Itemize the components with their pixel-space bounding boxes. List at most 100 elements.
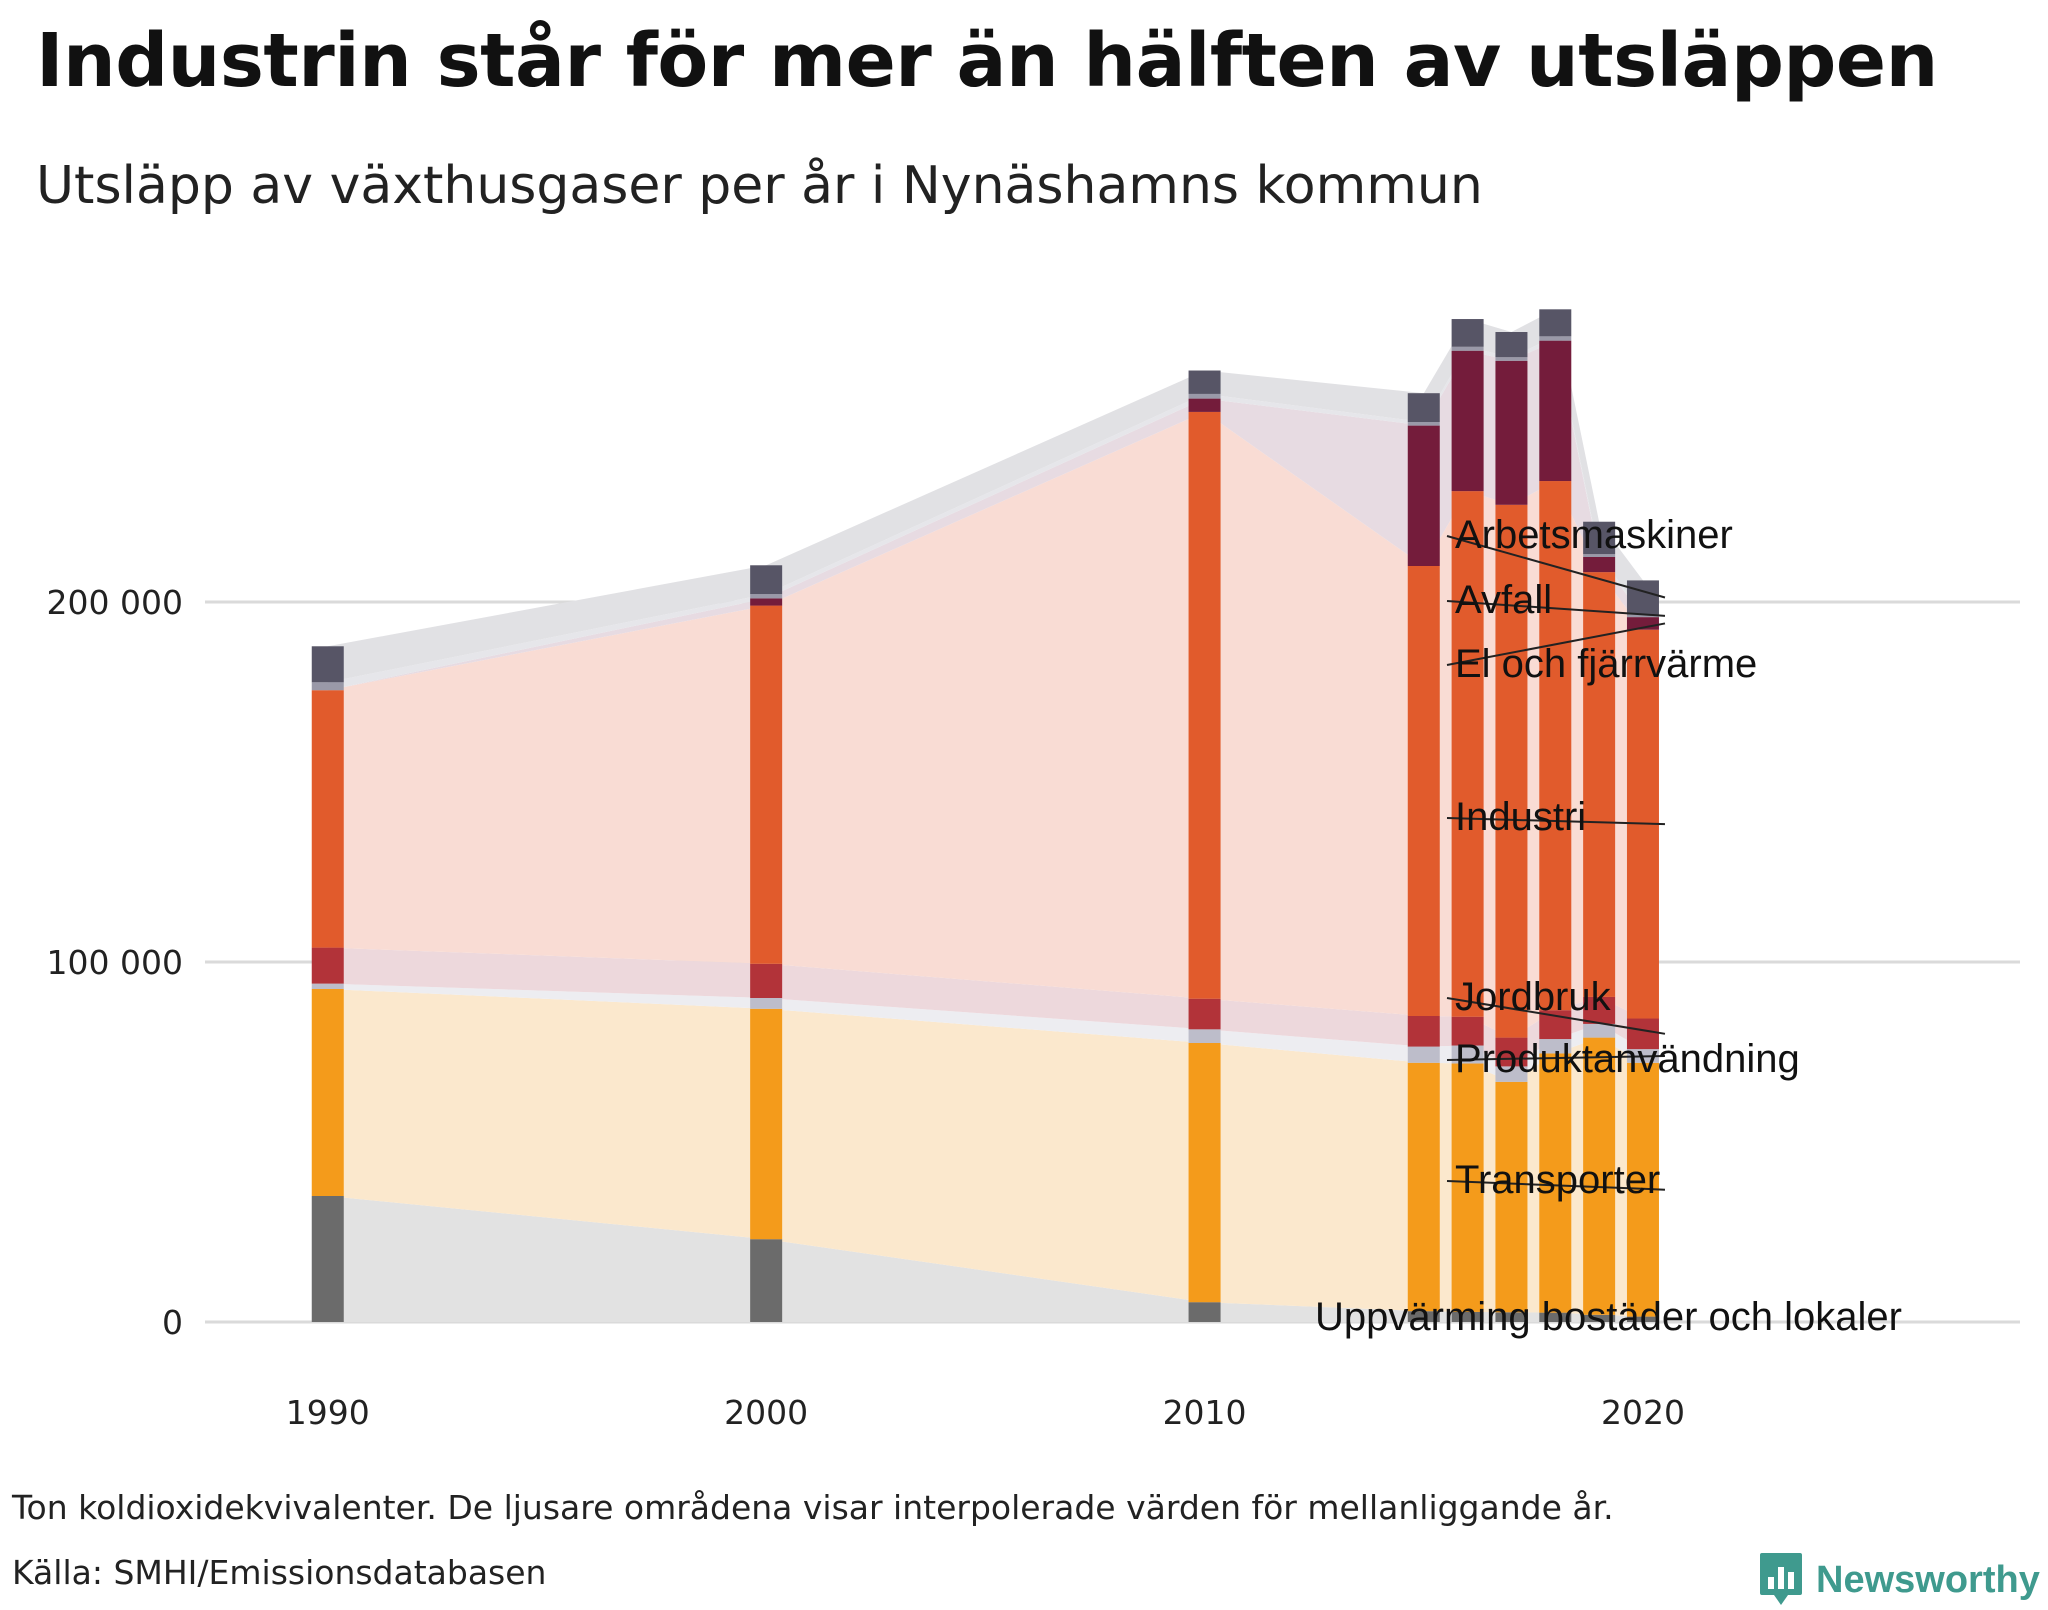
- bar-segment-2018-7: [1539, 309, 1572, 337]
- bar-segment-2020-3: [1626, 1018, 1659, 1050]
- bar-segment-2017-3: [1495, 1037, 1528, 1067]
- chart-title: Industrin står för mer än hälften av uts…: [36, 18, 1938, 104]
- bar-segment-2017-6: [1495, 357, 1528, 361]
- area-uppvärming-bostäder-och-lokaler: [327, 1196, 1643, 1322]
- bar-segment-2019-0: [1583, 1314, 1616, 1322]
- bar-segment-2000-0: [750, 1239, 783, 1322]
- area-jordbruk: [327, 947, 1643, 1067]
- bar-segment-2017-4: [1495, 504, 1528, 1038]
- bar-segment-2018-5: [1539, 340, 1572, 482]
- bar-segment-2016-4: [1451, 491, 1484, 1017]
- bar-segment-2019-6: [1583, 554, 1616, 557]
- bar-segment-2000-2: [750, 998, 783, 1009]
- bar-segment-2016-3: [1451, 1016, 1484, 1046]
- series-label: Uppvärming bostäder och lokaler: [1315, 1295, 1902, 1339]
- bar-segment-2017-7: [1495, 332, 1528, 358]
- leader-line: [1446, 622, 1666, 666]
- bar-segment-2019-7: [1583, 521, 1616, 555]
- series-label: Industri: [1455, 795, 1586, 839]
- interpolation-areas: [327, 309, 1643, 1322]
- bar-segment-2018-2: [1539, 1039, 1572, 1054]
- brand-name: Newsworthy: [1816, 1558, 2040, 1601]
- series-labels: Uppvärming bostäder och lokaler Transport…: [1315, 513, 1902, 1339]
- area-el-och-fjärrvärme: [327, 340, 1643, 691]
- bar-segment-2020-6: [1626, 614, 1659, 618]
- bar-segment-2019-5: [1583, 557, 1616, 573]
- series-label: Avfall: [1455, 578, 1552, 622]
- leader-line: [1446, 1054, 1665, 1061]
- bar-segment-2010-4: [1188, 411, 1221, 999]
- bar-segment-2020-7: [1626, 580, 1659, 615]
- bar-segment-2015-2: [1407, 1046, 1440, 1063]
- bar-segment-2019-4: [1583, 572, 1616, 997]
- x-tick-label: 1990: [286, 1393, 370, 1432]
- bar-segment-2019-2: [1583, 1023, 1616, 1038]
- bar-segment-2010-2: [1188, 1029, 1221, 1043]
- bar-segment-2010-1: [1188, 1043, 1221, 1303]
- bar-segment-2019-1: [1583, 1037, 1616, 1315]
- source-credit: Källa: SMHI/Emissionsdatabasen: [12, 1553, 547, 1592]
- bar-segment-2016-5: [1451, 350, 1484, 492]
- bar-segment-2016-7: [1451, 319, 1484, 347]
- bar-segment-2016-0: [1451, 1311, 1484, 1322]
- bar-segment-2010-0: [1188, 1302, 1221, 1322]
- bar-segment-2000-5: [750, 598, 783, 606]
- bar-segment-2010-5: [1188, 398, 1221, 412]
- bar-segment-2010-6: [1188, 393, 1221, 399]
- y-tick-label: 100 000: [47, 943, 183, 982]
- bar-segment-2015-1: [1407, 1062, 1440, 1312]
- chart-note: Ton koldioxidekvivalenter. De ljusare om…: [12, 1488, 1614, 1527]
- bar-segment-1990-4: [311, 690, 344, 948]
- bar-segment-1990-1: [311, 989, 344, 1196]
- leader-line: [1446, 817, 1665, 826]
- x-tick-label: 2000: [724, 1393, 808, 1432]
- chart-subtitle: Utsläpp av växthusgaser per år i Nynäsha…: [36, 156, 1483, 216]
- bar-segment-1990-0: [311, 1196, 344, 1322]
- leader-line: [1446, 1180, 1666, 1191]
- bar-segment-2010-7: [1188, 370, 1221, 394]
- bar-segment-2018-4: [1539, 481, 1572, 1011]
- series-label: Arbetsmaskiner: [1455, 513, 1733, 557]
- bar-segment-1990-6: [311, 682, 344, 691]
- bar-segment-2018-6: [1539, 336, 1572, 341]
- x-tick-label: 2020: [1601, 1393, 1685, 1432]
- bar-segment-2010-3: [1188, 998, 1221, 1030]
- bar-segment-2018-1: [1539, 1053, 1572, 1313]
- bar-segment-2017-5: [1495, 360, 1528, 505]
- x-tick-label: 2010: [1163, 1393, 1247, 1432]
- bar-segment-2016-1: [1451, 1063, 1484, 1312]
- series-label: Jordbruk: [1455, 975, 1612, 1019]
- bar-segment-2015-5: [1407, 425, 1440, 566]
- series-label: El och fjärrvärme: [1455, 642, 1757, 686]
- bar-segment-2017-0: [1495, 1312, 1528, 1322]
- leader-line: [1446, 997, 1666, 1035]
- bar-segment-2018-0: [1539, 1312, 1572, 1322]
- bar-segment-1990-2: [311, 983, 344, 989]
- bar-segment-2020-0: [1626, 1316, 1659, 1322]
- emissions-stacked-bar-chart: 0 100 000 200 000 1990 2000 2010 2020 Uppvärmi…: [47, 309, 2020, 1432]
- bar-segment-2000-1: [750, 1008, 783, 1240]
- bar-segment-2000-6: [750, 594, 783, 599]
- y-tick-label: 200 000: [47, 583, 183, 622]
- bar-segment-1990-3: [311, 947, 344, 984]
- brand-logo[interactable]: Newsworthy: [1758, 1550, 2040, 1610]
- bar-segment-2015-0: [1407, 1311, 1440, 1322]
- bar-segment-1990-7: [311, 646, 344, 683]
- area-transporter: [327, 989, 1643, 1317]
- newsworthy-chart-bubble-icon: [1760, 1553, 1802, 1605]
- area-arbetsmaskiner: [327, 309, 1643, 683]
- series-label: Produktanvändning: [1455, 1037, 1800, 1081]
- leader-line: [1446, 600, 1666, 617]
- bar-segment-2000-4: [750, 605, 783, 964]
- series-label: Transporter: [1455, 1158, 1660, 1202]
- bar-segment-2015-6: [1407, 422, 1440, 426]
- area-industri: [327, 411, 1643, 1038]
- bars: [311, 309, 1659, 1322]
- bar-segment-2015-3: [1407, 1016, 1440, 1047]
- bar-segment-2015-4: [1407, 566, 1440, 1016]
- bar-segment-2017-1: [1495, 1081, 1528, 1313]
- y-tick-label: 0: [162, 1303, 183, 1342]
- bar-segment-2000-3: [750, 963, 783, 998]
- bar-segment-2016-6: [1451, 346, 1484, 351]
- bar-segment-2019-3: [1583, 996, 1616, 1024]
